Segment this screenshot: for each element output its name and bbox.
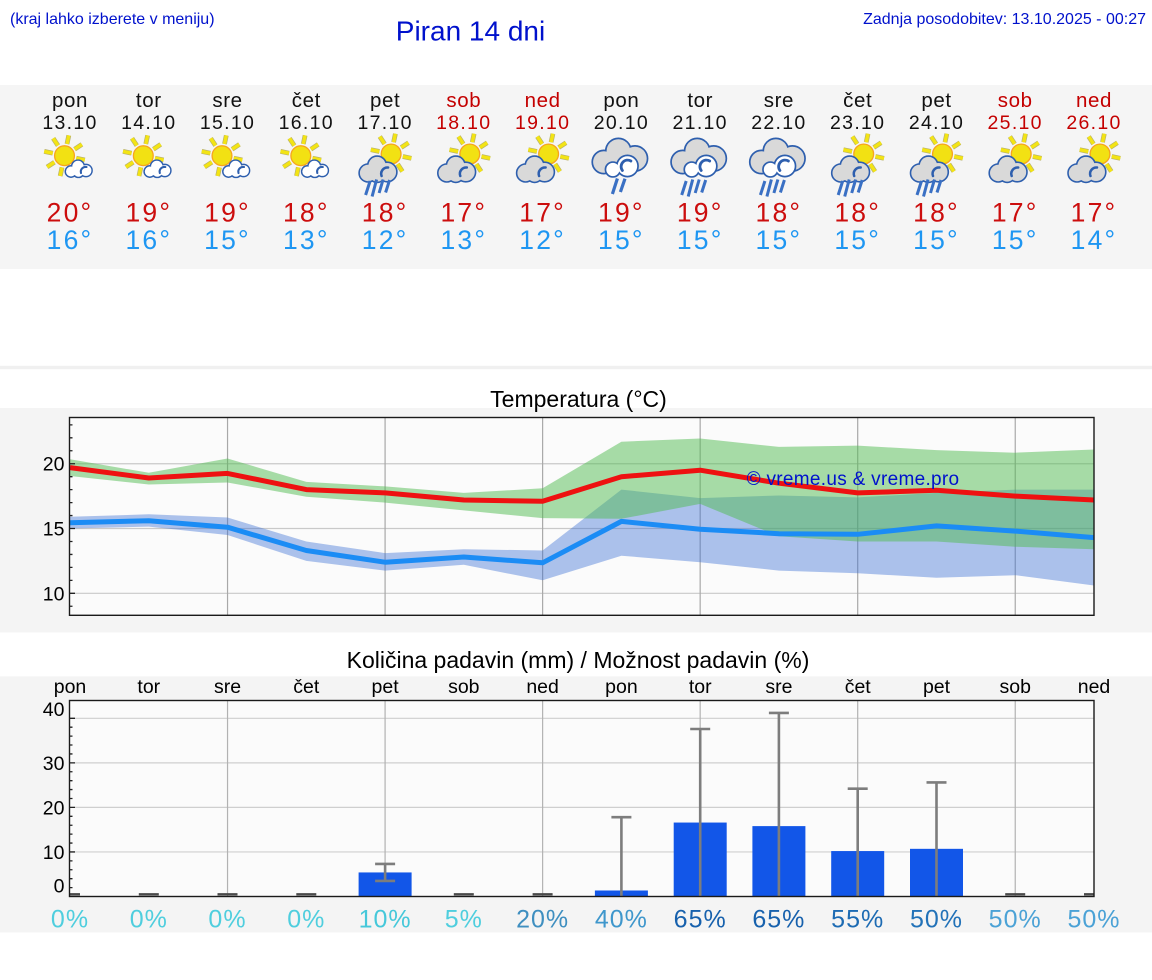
svg-text:18°: 18°	[362, 197, 409, 227]
svg-text:tor: tor	[137, 676, 160, 698]
svg-text:10: 10	[43, 583, 65, 605]
svg-text:tor: tor	[687, 89, 713, 112]
svg-text:18.10: 18.10	[436, 112, 491, 134]
svg-text:15°: 15°	[204, 225, 251, 255]
svg-text:65%: 65%	[752, 906, 805, 934]
svg-text:sob: sob	[446, 89, 481, 112]
svg-text:65%: 65%	[674, 906, 727, 934]
svg-text:40: 40	[43, 699, 65, 721]
svg-text:pet: pet	[370, 89, 400, 112]
svg-text:50%: 50%	[989, 906, 1042, 934]
svg-text:© vreme.us & vreme.pro: © vreme.us & vreme.pro	[747, 469, 960, 490]
svg-text:18°: 18°	[913, 197, 960, 227]
svg-text:20: 20	[43, 454, 65, 476]
svg-text:12°: 12°	[519, 225, 566, 255]
svg-text:pon: pon	[52, 89, 88, 112]
svg-text:20°: 20°	[47, 197, 94, 227]
svg-text:17°: 17°	[1071, 197, 1118, 227]
svg-text:13.10: 13.10	[42, 112, 97, 134]
svg-text:20.10: 20.10	[594, 112, 649, 134]
svg-text:čet: čet	[845, 676, 872, 698]
svg-text:50%: 50%	[1067, 906, 1120, 934]
svg-text:19.10: 19.10	[515, 112, 570, 134]
svg-text:20%: 20%	[516, 906, 569, 934]
svg-text:sob: sob	[448, 676, 480, 698]
svg-text:15°: 15°	[992, 225, 1039, 255]
svg-text:pet: pet	[921, 89, 951, 112]
svg-text:0%: 0%	[51, 906, 89, 934]
svg-text:22.10: 22.10	[751, 112, 806, 134]
svg-text:0%: 0%	[130, 906, 168, 934]
svg-text:pon: pon	[603, 89, 639, 112]
svg-text:0: 0	[54, 875, 65, 897]
svg-text:16.10: 16.10	[279, 112, 334, 134]
svg-text:ned: ned	[525, 89, 561, 112]
svg-text:pet: pet	[372, 676, 400, 698]
svg-text:ned: ned	[526, 676, 559, 698]
svg-text:24.10: 24.10	[909, 112, 964, 134]
svg-text:15°: 15°	[677, 225, 724, 255]
svg-text:21.10: 21.10	[673, 112, 728, 134]
svg-text:Zadnja posodobitev: 13.10.2025: Zadnja posodobitev: 13.10.2025 - 00:27	[863, 11, 1146, 28]
svg-text:16°: 16°	[47, 225, 94, 255]
svg-text:sre: sre	[214, 676, 241, 698]
svg-text:ned: ned	[1076, 89, 1112, 112]
svg-text:17°: 17°	[992, 197, 1039, 227]
svg-text:19°: 19°	[125, 197, 172, 227]
svg-text:16°: 16°	[125, 225, 172, 255]
svg-text:13°: 13°	[283, 225, 330, 255]
svg-text:(kraj lahko izberete v meniju): (kraj lahko izberete v meniju)	[10, 11, 215, 28]
svg-text:23.10: 23.10	[830, 112, 885, 134]
svg-text:15°: 15°	[598, 225, 645, 255]
svg-text:pon: pon	[54, 676, 87, 698]
svg-text:sob: sob	[999, 676, 1031, 698]
svg-text:10%: 10%	[359, 906, 412, 934]
svg-text:40%: 40%	[595, 906, 648, 934]
svg-text:pet: pet	[923, 676, 951, 698]
svg-text:55%: 55%	[831, 906, 884, 934]
svg-text:19°: 19°	[204, 197, 251, 227]
svg-text:14°: 14°	[1071, 225, 1118, 255]
svg-text:18°: 18°	[283, 197, 330, 227]
svg-text:17°: 17°	[440, 197, 487, 227]
svg-text:5%: 5%	[445, 906, 483, 934]
svg-text:13°: 13°	[440, 225, 487, 255]
svg-text:Piran 14 dni: Piran 14 dni	[396, 15, 545, 46]
svg-text:25.10: 25.10	[988, 112, 1043, 134]
svg-text:18°: 18°	[834, 197, 881, 227]
svg-text:15°: 15°	[913, 225, 960, 255]
svg-text:17°: 17°	[519, 197, 566, 227]
svg-text:10: 10	[43, 842, 65, 864]
svg-text:19°: 19°	[598, 197, 645, 227]
svg-text:50%: 50%	[910, 906, 963, 934]
svg-text:sre: sre	[764, 89, 794, 112]
svg-text:30: 30	[43, 753, 65, 775]
svg-text:12°: 12°	[362, 225, 409, 255]
svg-text:čet: čet	[292, 89, 321, 112]
svg-text:19°: 19°	[677, 197, 724, 227]
svg-text:čet: čet	[293, 676, 320, 698]
svg-text:tor: tor	[136, 89, 162, 112]
svg-text:ned: ned	[1078, 676, 1111, 698]
svg-text:0%: 0%	[287, 906, 325, 934]
svg-text:14.10: 14.10	[121, 112, 176, 134]
svg-text:pon: pon	[605, 676, 638, 698]
svg-text:15.10: 15.10	[200, 112, 255, 134]
svg-text:Temperatura (°C): Temperatura (°C)	[490, 386, 667, 412]
svg-text:čet: čet	[843, 89, 872, 112]
svg-text:15°: 15°	[756, 225, 803, 255]
svg-text:sre: sre	[765, 676, 792, 698]
svg-text:tor: tor	[689, 676, 712, 698]
svg-text:0%: 0%	[208, 906, 246, 934]
svg-text:26.10: 26.10	[1066, 112, 1121, 134]
svg-text:15: 15	[43, 519, 65, 541]
svg-text:17.10: 17.10	[357, 112, 412, 134]
svg-text:Količina padavin (mm) / Možnos: Količina padavin (mm) / Možnost padavin …	[347, 647, 810, 673]
svg-text:20: 20	[43, 797, 65, 819]
svg-text:15°: 15°	[834, 225, 881, 255]
svg-text:sob: sob	[998, 89, 1033, 112]
svg-text:sre: sre	[212, 89, 242, 112]
svg-text:18°: 18°	[756, 197, 803, 227]
